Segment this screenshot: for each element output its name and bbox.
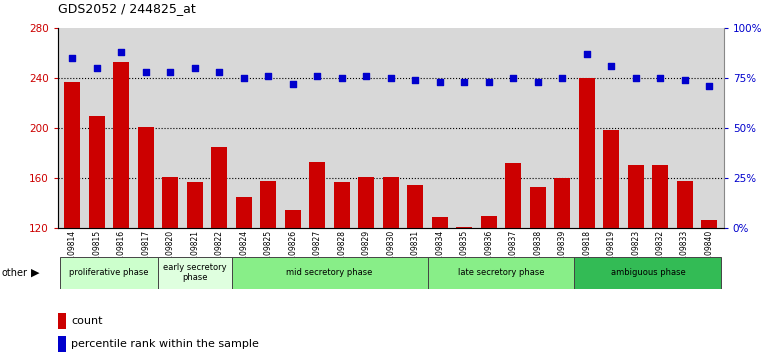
Point bbox=[139, 69, 152, 75]
Bar bbox=[505, 163, 521, 354]
Bar bbox=[427, 257, 574, 289]
Text: ▶: ▶ bbox=[31, 268, 39, 278]
Text: mid secretory phase: mid secretory phase bbox=[286, 268, 373, 277]
Bar bbox=[58, 336, 66, 352]
Bar bbox=[701, 219, 717, 354]
Point bbox=[630, 75, 642, 81]
Bar bbox=[236, 197, 252, 354]
Point bbox=[654, 75, 666, 81]
Bar bbox=[334, 182, 350, 354]
Point bbox=[384, 75, 397, 81]
Point bbox=[483, 80, 495, 85]
Bar bbox=[579, 78, 594, 354]
Point bbox=[66, 56, 79, 61]
Bar bbox=[158, 257, 232, 289]
Point bbox=[556, 75, 568, 81]
Point bbox=[458, 80, 470, 85]
Point bbox=[531, 80, 544, 85]
Point bbox=[286, 81, 299, 87]
Bar bbox=[187, 182, 203, 354]
Point bbox=[507, 75, 520, 81]
Bar bbox=[58, 313, 66, 329]
Bar bbox=[162, 177, 179, 354]
Text: ambiguous phase: ambiguous phase bbox=[611, 268, 685, 277]
Point bbox=[703, 84, 715, 89]
Point bbox=[238, 75, 250, 81]
Bar bbox=[530, 187, 546, 354]
Bar bbox=[554, 178, 570, 354]
Bar bbox=[310, 162, 325, 354]
Bar bbox=[574, 257, 721, 289]
Point bbox=[189, 65, 201, 71]
Bar bbox=[652, 165, 668, 354]
Point bbox=[409, 78, 421, 83]
Point bbox=[336, 75, 348, 81]
Bar bbox=[383, 177, 399, 354]
Point bbox=[581, 51, 593, 57]
Point bbox=[91, 65, 103, 71]
Bar bbox=[232, 257, 427, 289]
Point bbox=[164, 69, 176, 75]
Bar bbox=[65, 82, 80, 354]
Bar bbox=[285, 210, 301, 354]
Point bbox=[311, 74, 323, 79]
Point bbox=[213, 69, 226, 75]
Point bbox=[262, 74, 274, 79]
Bar bbox=[480, 216, 497, 354]
Text: count: count bbox=[71, 316, 102, 326]
Point bbox=[678, 78, 691, 83]
Bar bbox=[89, 116, 105, 354]
Bar bbox=[358, 177, 374, 354]
Bar bbox=[138, 127, 154, 354]
Point bbox=[434, 80, 446, 85]
Bar bbox=[603, 130, 619, 354]
Point bbox=[605, 63, 618, 69]
Point bbox=[116, 50, 128, 55]
Text: other: other bbox=[2, 268, 28, 278]
Text: GDS2052 / 244825_at: GDS2052 / 244825_at bbox=[58, 2, 196, 15]
Text: percentile rank within the sample: percentile rank within the sample bbox=[71, 339, 259, 349]
Bar bbox=[60, 257, 158, 289]
Text: proliferative phase: proliferative phase bbox=[69, 268, 149, 277]
Bar bbox=[628, 165, 644, 354]
Text: late secretory phase: late secretory phase bbox=[457, 268, 544, 277]
Point bbox=[360, 74, 373, 79]
Text: early secretory
phase: early secretory phase bbox=[163, 263, 226, 282]
Bar bbox=[113, 62, 129, 354]
Bar bbox=[677, 181, 692, 354]
Bar bbox=[432, 217, 447, 354]
Bar bbox=[212, 147, 227, 354]
Bar bbox=[457, 227, 472, 354]
Bar bbox=[407, 184, 424, 354]
Bar bbox=[260, 181, 276, 354]
